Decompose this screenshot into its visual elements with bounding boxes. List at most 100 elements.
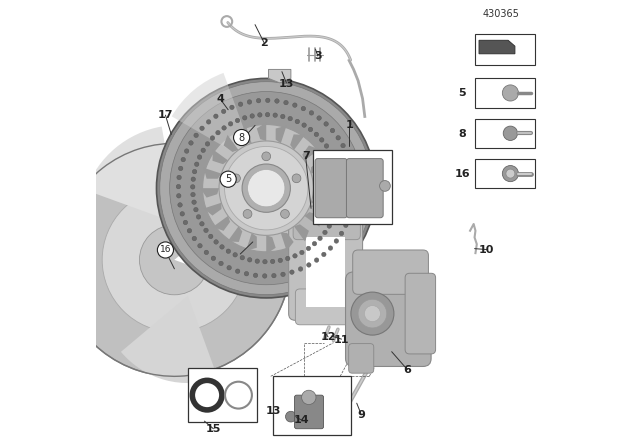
Circle shape: [240, 255, 244, 260]
Circle shape: [271, 273, 276, 278]
Circle shape: [266, 112, 270, 117]
Circle shape: [336, 136, 340, 140]
Circle shape: [238, 102, 243, 107]
Wedge shape: [86, 126, 179, 224]
Text: 15: 15: [205, 424, 221, 434]
Circle shape: [324, 122, 328, 126]
Circle shape: [307, 263, 311, 267]
Polygon shape: [257, 122, 266, 141]
FancyBboxPatch shape: [273, 376, 351, 435]
Circle shape: [262, 152, 271, 161]
Circle shape: [157, 78, 376, 298]
Circle shape: [233, 253, 237, 257]
Polygon shape: [266, 235, 276, 254]
Circle shape: [227, 266, 232, 270]
FancyBboxPatch shape: [294, 395, 324, 429]
Circle shape: [506, 169, 515, 178]
FancyBboxPatch shape: [315, 159, 348, 218]
Circle shape: [177, 194, 181, 198]
Circle shape: [295, 119, 300, 124]
Circle shape: [257, 112, 262, 117]
Circle shape: [255, 259, 259, 263]
Circle shape: [160, 82, 372, 295]
Polygon shape: [311, 161, 329, 173]
FancyBboxPatch shape: [296, 289, 358, 325]
Circle shape: [232, 174, 241, 183]
Circle shape: [204, 250, 209, 254]
Circle shape: [219, 141, 314, 235]
Text: 14: 14: [293, 415, 309, 425]
Circle shape: [157, 242, 173, 258]
Circle shape: [331, 217, 335, 221]
Circle shape: [273, 113, 278, 117]
Polygon shape: [269, 69, 291, 83]
Polygon shape: [212, 150, 228, 164]
Circle shape: [306, 246, 310, 250]
Circle shape: [205, 142, 210, 146]
Circle shape: [318, 236, 323, 241]
Text: 8: 8: [458, 129, 466, 138]
Circle shape: [502, 85, 518, 101]
Text: 12: 12: [320, 332, 336, 342]
FancyBboxPatch shape: [475, 159, 535, 188]
Circle shape: [193, 169, 197, 174]
Circle shape: [337, 180, 342, 184]
Circle shape: [244, 271, 249, 276]
Text: 430365: 430365: [483, 9, 520, 19]
Circle shape: [230, 105, 234, 110]
Circle shape: [248, 258, 252, 262]
Polygon shape: [290, 134, 305, 150]
Polygon shape: [246, 233, 257, 251]
Circle shape: [214, 114, 218, 118]
Circle shape: [197, 155, 202, 159]
Text: 8: 8: [239, 133, 244, 142]
Circle shape: [502, 166, 518, 182]
Polygon shape: [239, 125, 252, 143]
Circle shape: [201, 148, 205, 152]
FancyBboxPatch shape: [306, 237, 345, 307]
Polygon shape: [479, 40, 515, 54]
FancyBboxPatch shape: [475, 119, 535, 148]
Text: 13: 13: [278, 79, 294, 89]
Circle shape: [352, 187, 356, 192]
Circle shape: [198, 244, 202, 248]
Circle shape: [301, 106, 305, 111]
Circle shape: [204, 228, 208, 233]
Circle shape: [351, 292, 394, 335]
Circle shape: [334, 239, 339, 243]
Circle shape: [300, 250, 304, 255]
Text: 7: 7: [302, 151, 310, 161]
FancyBboxPatch shape: [314, 150, 392, 224]
Circle shape: [192, 236, 196, 241]
Circle shape: [280, 114, 285, 119]
Circle shape: [191, 192, 195, 197]
Circle shape: [333, 210, 338, 214]
Circle shape: [214, 240, 218, 244]
FancyBboxPatch shape: [405, 273, 436, 354]
Circle shape: [336, 172, 340, 177]
Polygon shape: [223, 135, 239, 152]
Circle shape: [358, 299, 387, 328]
Circle shape: [234, 129, 250, 146]
Circle shape: [262, 274, 267, 278]
Circle shape: [58, 143, 291, 376]
Circle shape: [191, 177, 195, 181]
Circle shape: [216, 130, 220, 135]
Circle shape: [102, 188, 246, 332]
Circle shape: [288, 116, 292, 121]
Circle shape: [191, 185, 195, 189]
Text: 10: 10: [479, 245, 494, 254]
Circle shape: [262, 259, 267, 264]
Circle shape: [209, 234, 213, 239]
Circle shape: [328, 150, 333, 155]
Circle shape: [345, 151, 349, 156]
Circle shape: [170, 91, 363, 285]
Text: 9: 9: [357, 410, 365, 420]
Text: 16: 16: [454, 169, 470, 179]
Text: 17: 17: [157, 110, 173, 120]
Wedge shape: [121, 296, 218, 383]
Circle shape: [348, 160, 353, 165]
Circle shape: [301, 390, 316, 405]
Circle shape: [220, 171, 236, 187]
Circle shape: [194, 133, 198, 138]
